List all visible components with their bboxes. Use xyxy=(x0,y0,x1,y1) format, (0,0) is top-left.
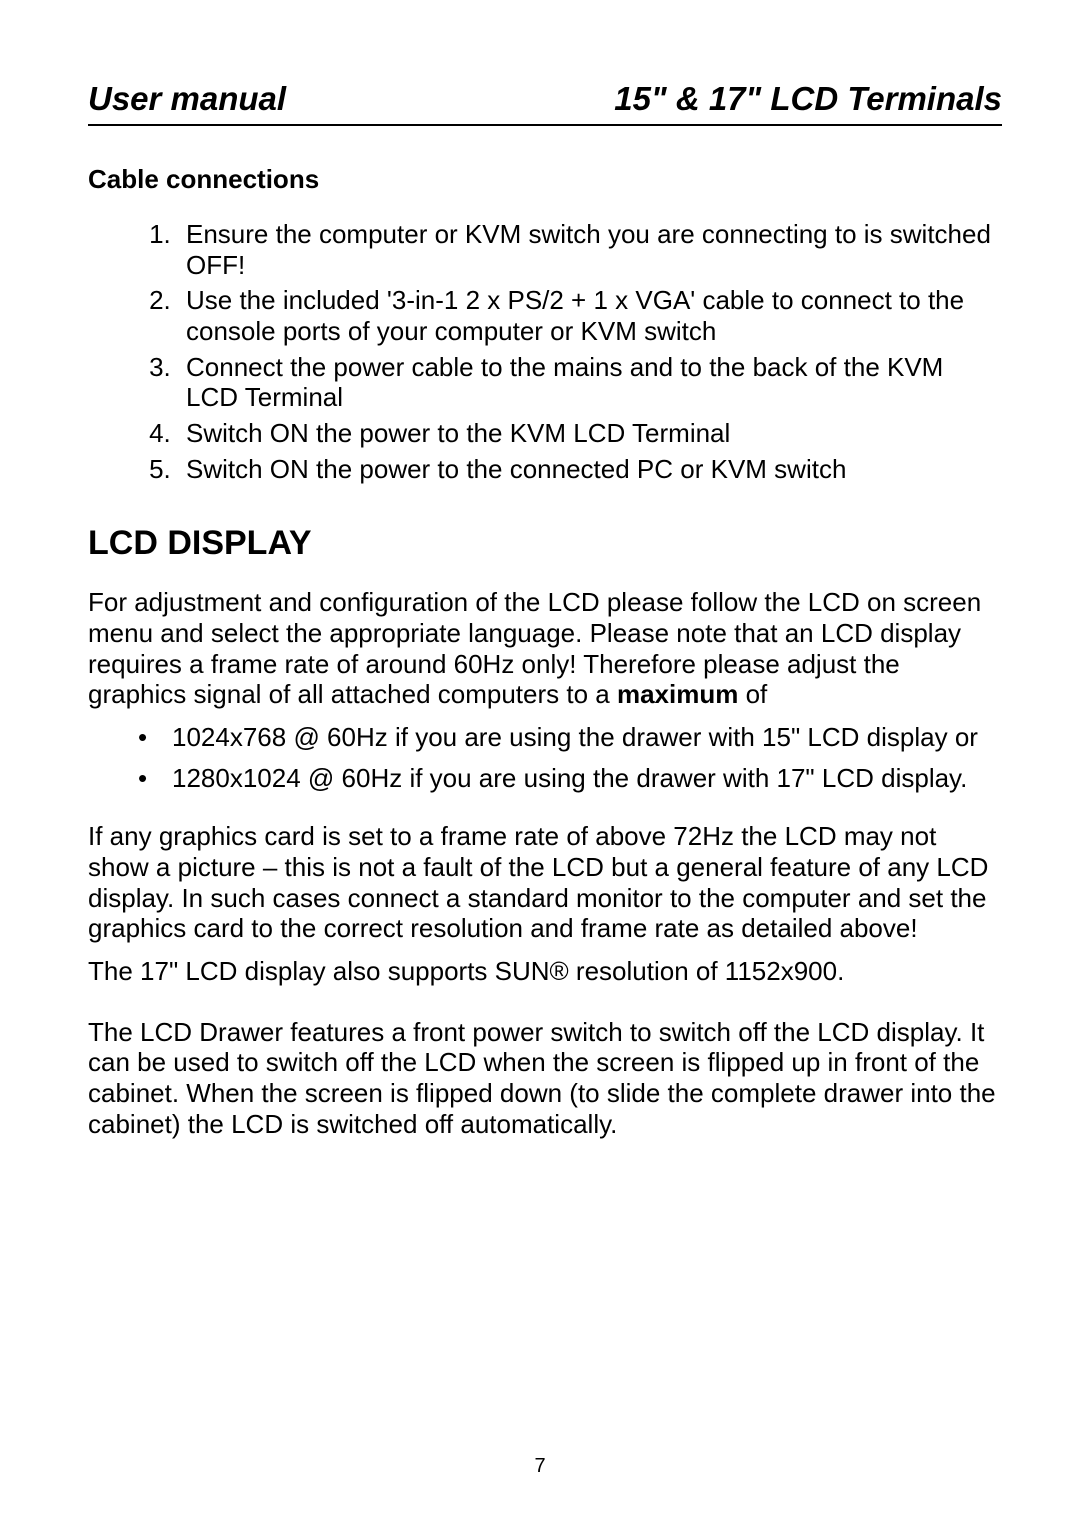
lcd-para-power-switch: The LCD Drawer features a front power sw… xyxy=(88,1017,1002,1140)
list-item: Ensure the computer or KVM switch you ar… xyxy=(178,219,1002,280)
page-header: User manual 15" & 17" LCD Terminals xyxy=(88,80,1002,126)
lcd-display-title: LCD DISPLAY xyxy=(88,524,1002,563)
intro-post: of xyxy=(738,679,767,709)
list-item: Switch ON the power to the connected PC … xyxy=(178,454,1002,485)
list-item: Switch ON the power to the KVM LCD Termi… xyxy=(178,418,1002,449)
list-item: 1024x768 @ 60Hz if you are using the dra… xyxy=(138,722,1002,753)
resolution-bullets: 1024x768 @ 60Hz if you are using the dra… xyxy=(88,722,1002,793)
list-item: Connect the power cable to the mains and… xyxy=(178,352,1002,413)
cable-steps-list: Ensure the computer or KVM switch you ar… xyxy=(88,219,1002,484)
header-right: 15" & 17" LCD Terminals xyxy=(614,80,1002,118)
list-item: Use the included '3-in-1 2 x PS/2 + 1 x … xyxy=(178,285,1002,346)
lcd-para-sun: The 17" LCD display also supports SUN® r… xyxy=(88,956,1002,987)
cable-connections-heading: Cable connections xyxy=(88,164,1002,195)
lcd-para-framerate: If any graphics card is set to a frame r… xyxy=(88,821,1002,944)
header-left: User manual xyxy=(88,80,286,118)
lcd-intro-paragraph: For adjustment and configuration of the … xyxy=(88,587,1002,710)
page-number: 7 xyxy=(0,1455,1080,1478)
page: User manual 15" & 17" LCD Terminals Cabl… xyxy=(0,0,1080,1528)
list-item: 1280x1024 @ 60Hz if you are using the dr… xyxy=(138,763,1002,794)
intro-bold: maximum xyxy=(617,679,738,709)
intro-pre: For adjustment and configuration of the … xyxy=(88,587,981,709)
